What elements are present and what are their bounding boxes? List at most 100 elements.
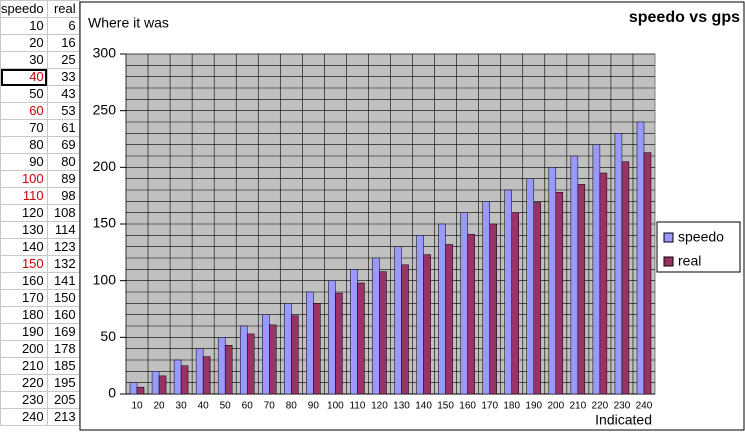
bar [202,356,211,395]
cell[interactable]: 98 [46,187,80,205]
cell[interactable]: 140 [0,238,48,256]
bar [489,223,497,395]
sheet-row: 170 150 [0,289,80,307]
sheet-row: 120 108 [0,204,80,222]
bar [239,325,248,395]
bar [262,314,270,395]
bar [350,269,358,395]
cell[interactable]: 185 [46,357,80,375]
cell[interactable]: 180 [0,306,48,324]
cell[interactable]: 114 [46,221,80,239]
x-tick-label: 50 [220,401,232,412]
sheet-row: 140 123 [0,238,80,256]
x-tick-label: 120 [371,401,388,412]
sheet-row: 180 160 [0,306,80,324]
legend-swatch [663,256,674,267]
x-tick-label: 150 [437,401,454,412]
bar [158,375,167,395]
cell[interactable]: 150 [46,289,80,307]
bar [195,348,204,395]
cell[interactable]: 213 [46,408,80,426]
bar [269,324,277,395]
x-axis-label: Indicated [595,412,652,428]
x-tick-label: 60 [242,401,254,412]
bar [291,315,299,395]
cell[interactable]: 141 [46,272,80,290]
x-tick-label: 70 [264,401,276,412]
x-tick-label: 130 [393,401,410,412]
cell[interactable]: 69 [46,136,80,154]
bar [526,178,535,395]
x-tick-label: 210 [570,401,587,412]
x-tick-label: 80 [286,401,298,412]
y-tick-label: 50 [100,328,116,344]
bar [180,365,189,395]
bar [592,144,601,395]
bar [548,167,557,395]
x-tick-label: 110 [349,401,365,412]
bar [570,155,579,395]
cell[interactable]: 130 [0,221,48,239]
sheet-row: 150 132 [0,255,80,273]
sheet-row: 130 114 [0,221,80,239]
bar [621,161,630,395]
x-tick-label: 220 [592,401,609,412]
bar [379,271,387,395]
bar [284,303,292,395]
legend-label: speedo [678,229,724,245]
x-tick-label: 10 [131,401,143,412]
bar [533,202,542,395]
x-tick-label: 240 [636,401,653,412]
bar [217,337,226,395]
bar [246,333,255,395]
bar [504,189,512,395]
cell[interactable]: 120 [0,204,48,222]
bar [482,201,490,395]
x-tick-label: 190 [525,401,542,412]
sheet-row: 30 25 [0,51,80,69]
bar [328,280,336,395]
bar [423,254,431,395]
y-tick-label: 150 [93,215,117,231]
sheet-row: 100 89 [0,170,80,188]
chart-subtitle: Where it was [88,15,169,31]
cell[interactable]: 169 [46,323,80,341]
bar [357,282,365,395]
legend-swatch [663,232,674,243]
sheet-row: 240 213 [0,408,80,426]
legend-label: real [678,253,701,269]
cell[interactable]: 190 [0,323,48,341]
x-tick-label: 90 [308,401,320,412]
cell[interactable]: 205 [46,391,80,409]
bar [129,382,138,395]
cell[interactable]: 43 [46,85,80,103]
x-tick-label: 200 [547,401,564,412]
sheet-row: 40 33 [0,68,80,86]
cell[interactable]: 33 [46,68,80,86]
sheet-row: 80 69 [0,136,80,154]
cell[interactable]: 80 [0,136,48,154]
bar [577,184,586,395]
bar [136,386,145,395]
bar [555,192,564,395]
cell[interactable]: 61 [46,119,80,137]
y-tick-label: 200 [93,158,117,174]
cell[interactable]: 132 [46,255,80,273]
sheet-row: 50 43 [0,85,80,103]
x-tick-label: 160 [459,401,476,412]
cell[interactable]: 108 [46,204,80,222]
x-tick-label: 180 [503,401,520,412]
sheet-row: 190 169 [0,323,80,341]
x-tick-label: 30 [176,401,188,412]
bar [467,233,475,395]
cell[interactable]: 150 [0,255,48,273]
y-tick-label: 100 [93,271,117,287]
spreadsheet: speedo real 10 6 20 16 30 25 40 33 50 43 60 53 70 61 80 6… [0,0,80,426]
bar [511,212,519,395]
bar [438,223,446,395]
y-tick-label: 0 [108,385,116,401]
x-tick-label: 230 [614,401,631,412]
bar [306,291,314,395]
